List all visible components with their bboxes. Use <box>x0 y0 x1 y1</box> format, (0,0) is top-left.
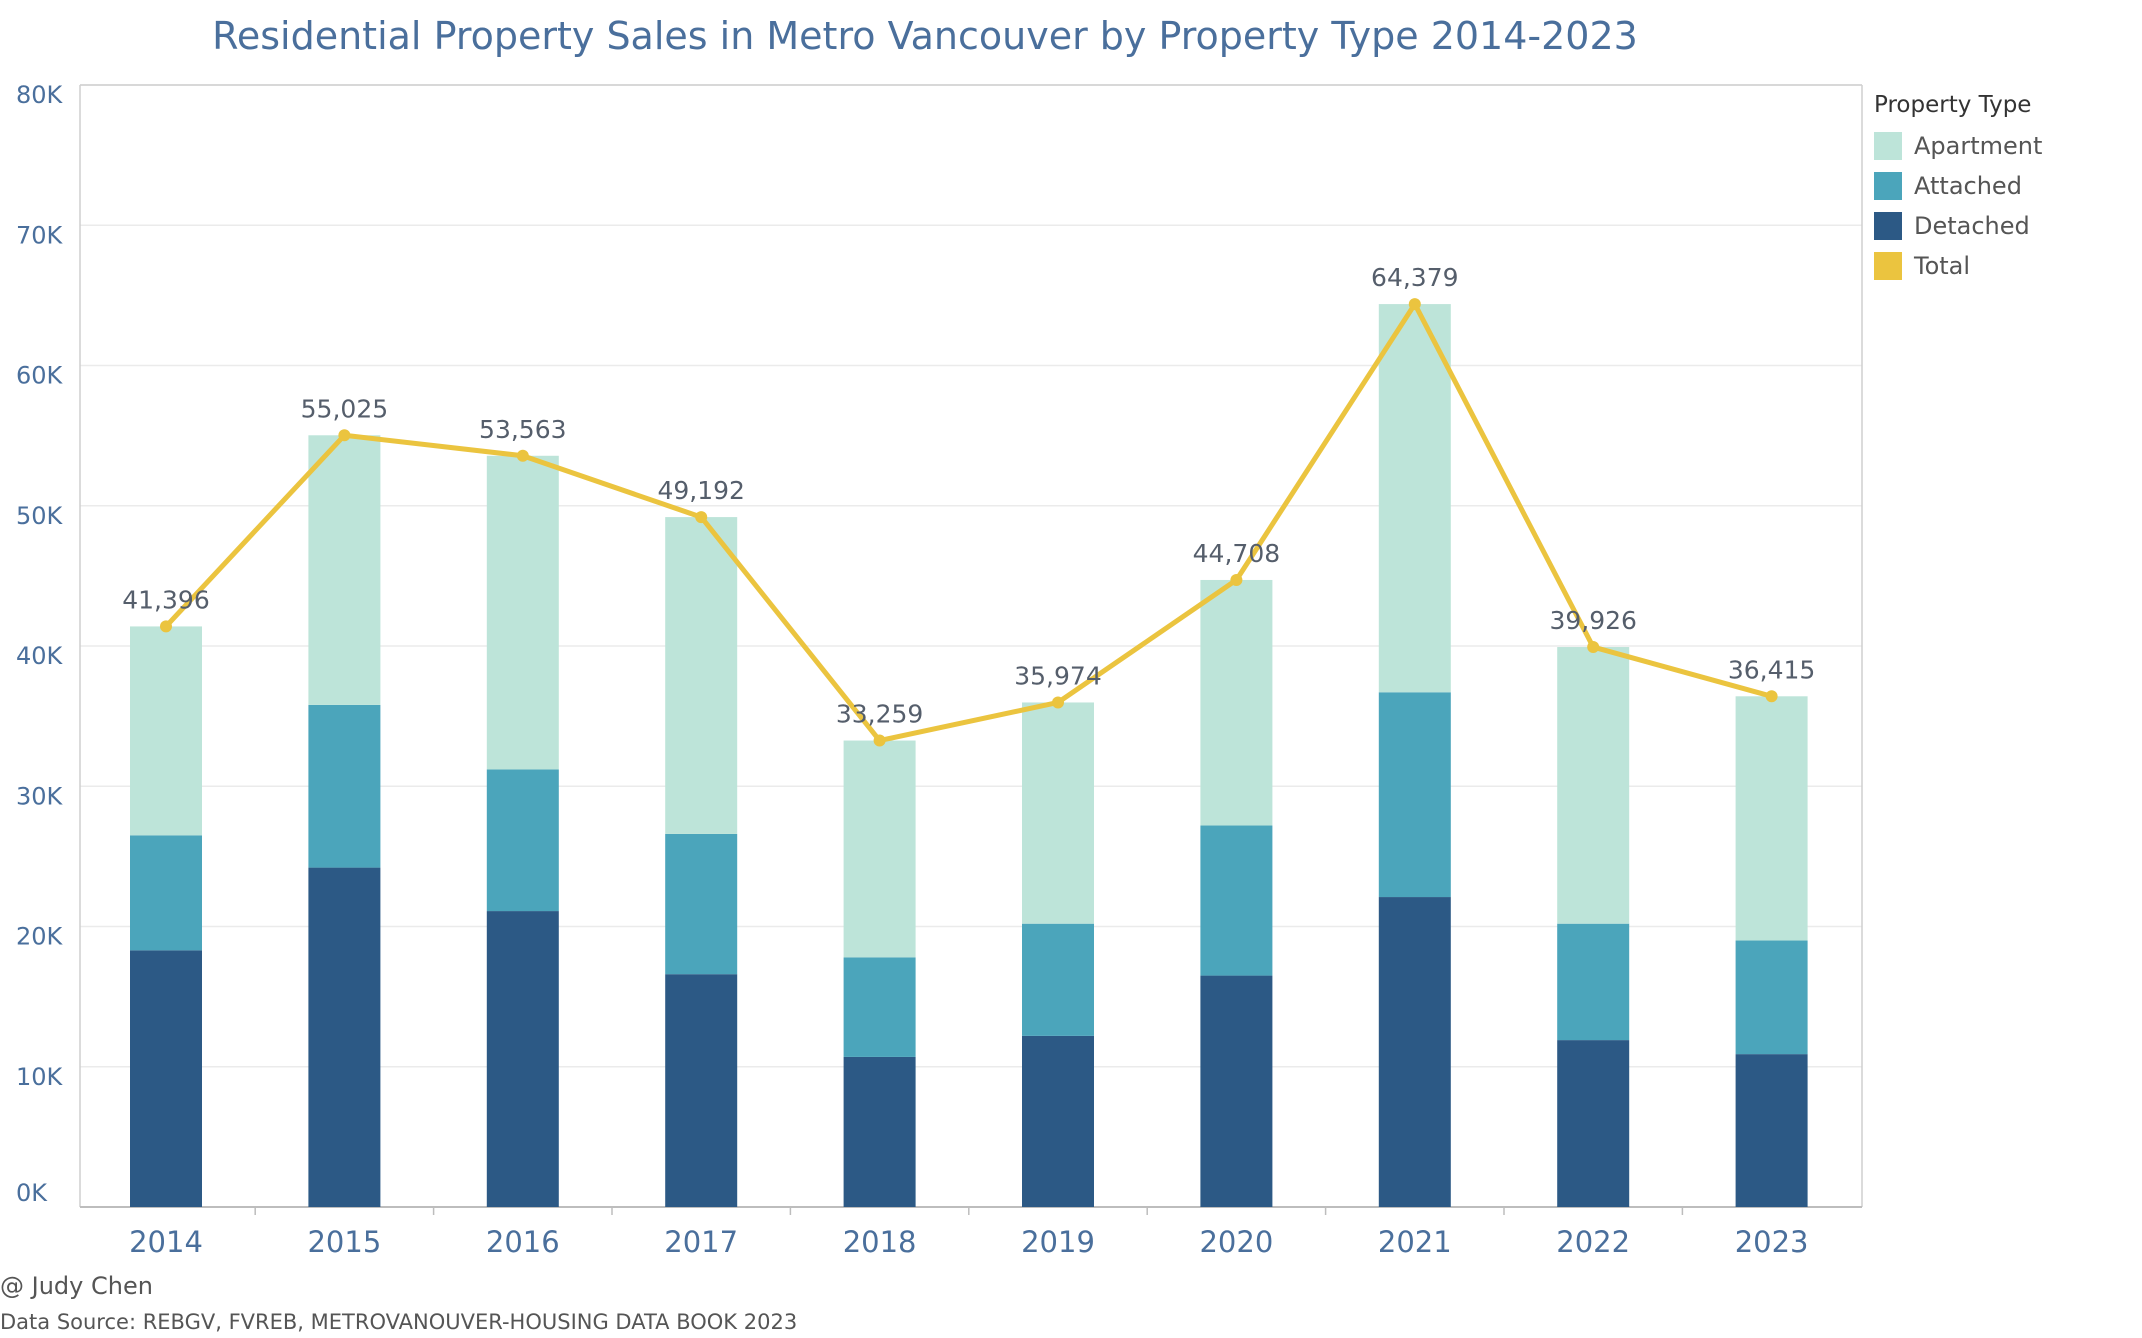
total-line <box>160 298 1778 747</box>
bar-detached-2019 <box>1022 1035 1094 1207</box>
x-tick-label: 2016 <box>486 1225 560 1259</box>
total-point-2023 <box>1765 690 1778 703</box>
x-tick-label: 2020 <box>1199 1225 1273 1259</box>
x-tick-label: 2019 <box>1021 1225 1095 1259</box>
total-point-2022 <box>1587 641 1600 654</box>
bar-detached-2018 <box>843 1056 916 1207</box>
y-tick-label: 0K <box>16 1179 48 1207</box>
x-tick-label: 2018 <box>843 1225 917 1259</box>
y-tick-label: 60K <box>16 362 64 390</box>
total-point-2014 <box>160 620 172 633</box>
legend-item-detached[interactable]: Detached <box>1874 206 2042 246</box>
total-line-path <box>164 301 1773 744</box>
total-label-2022: 39,926 <box>1549 606 1636 635</box>
legend-swatch <box>1874 132 1902 160</box>
bar-apartment-2014 <box>130 626 202 836</box>
x-tick-label: 2015 <box>307 1225 381 1259</box>
y-tick-label: 80K <box>16 81 64 109</box>
legend-swatch <box>1874 172 1902 200</box>
legend: Property Type Apartment Attached Detached T… <box>1874 92 2042 286</box>
total-point-2021 <box>1408 298 1421 311</box>
legend-label: Detached <box>1914 212 2030 240</box>
y-tick-label: 40K <box>16 642 64 670</box>
legend-label: Apartment <box>1914 132 2043 160</box>
data-labels: 41,396 55,025 53,563 49,192 33,259 35,974 44,7… <box>122 263 1815 728</box>
legend-title: Property Type <box>1874 92 2032 118</box>
bar-apartment-2023 <box>1735 696 1808 941</box>
total-point-2015 <box>338 429 351 442</box>
bar-attached-2014 <box>130 835 202 951</box>
total-label-2019: 35,974 <box>1014 661 1101 690</box>
total-label-2017: 49,192 <box>657 476 744 505</box>
bar-apartment-2022 <box>1557 647 1630 924</box>
data-source: Data Source: REBGV, FVREB, METROVANOUVER… <box>0 1310 798 1334</box>
x-tick-label: 2017 <box>664 1225 738 1259</box>
total-label-2020: 44,708 <box>1193 539 1280 568</box>
y-tick-label: 30K <box>16 782 64 810</box>
bar-attached-2021 <box>1378 692 1451 898</box>
bars <box>130 304 1808 1207</box>
bar-apartment-2016 <box>486 455 559 770</box>
bar-attached-2016 <box>486 769 559 912</box>
legend-label: Attached <box>1914 172 2022 200</box>
bar-detached-2016 <box>486 911 559 1207</box>
total-label-2021: 64,379 <box>1371 263 1458 292</box>
y-tick-label: 50K <box>16 502 64 530</box>
bar-apartment-2020 <box>1200 579 1273 826</box>
bar-detached-2020 <box>1200 975 1273 1207</box>
legend-item-apartment[interactable]: Apartment <box>1874 126 2042 166</box>
bar-apartment-2015 <box>308 435 381 705</box>
total-point-2020 <box>1230 573 1243 586</box>
total-point-2017 <box>695 511 708 524</box>
total-point-2016 <box>516 449 529 462</box>
x-tick-label: 2022 <box>1556 1225 1630 1259</box>
bar-detached-2015 <box>308 867 381 1207</box>
bar-apartment-2017 <box>665 517 738 834</box>
total-label-2015: 55,025 <box>301 394 388 423</box>
legend-item-total[interactable]: Total <box>1874 246 2042 286</box>
total-point-2019 <box>1052 696 1064 709</box>
author-credit: @ Judy Chen <box>0 1272 153 1300</box>
bar-detached-2022 <box>1557 1040 1630 1207</box>
bar-detached-2021 <box>1378 897 1451 1207</box>
legend-swatch <box>1874 212 1902 240</box>
bar-attached-2020 <box>1200 825 1273 976</box>
x-tick-label: 2021 <box>1378 1225 1452 1259</box>
legend-items: Apartment Attached Detached Total <box>1874 126 2042 286</box>
bar-apartment-2021 <box>1378 304 1451 693</box>
legend-item-attached[interactable]: Attached <box>1874 166 2042 206</box>
bar-attached-2019 <box>1022 923 1094 1036</box>
bar-detached-2014 <box>130 950 202 1207</box>
y-tick-label: 10K <box>16 1063 64 1091</box>
total-label-2016: 53,563 <box>479 415 566 444</box>
bar-apartment-2019 <box>1022 702 1094 924</box>
bar-detached-2023 <box>1735 1054 1808 1207</box>
total-label-2018: 33,259 <box>836 700 923 729</box>
y-tick-label: 70K <box>16 221 64 249</box>
bar-apartment-2018 <box>843 740 916 958</box>
bar-attached-2017 <box>665 833 738 975</box>
x-tick-label: 2023 <box>1735 1225 1809 1259</box>
total-label-2014: 41,396 <box>122 585 209 614</box>
bar-attached-2023 <box>1735 940 1808 1055</box>
legend-swatch <box>1874 252 1902 280</box>
total-label-2023: 36,415 <box>1728 655 1815 684</box>
total-point-2018 <box>873 734 886 747</box>
chart-title: Residential Property Sales in Metro Vanc… <box>212 14 1638 58</box>
bar-detached-2017 <box>665 974 738 1207</box>
bar-attached-2015 <box>308 704 381 868</box>
bar-attached-2022 <box>1557 923 1630 1041</box>
x-tick-label: 2014 <box>129 1225 203 1259</box>
bar-attached-2018 <box>843 957 916 1057</box>
legend-label: Total <box>1914 252 1971 280</box>
y-tick-label: 20K <box>16 923 64 951</box>
